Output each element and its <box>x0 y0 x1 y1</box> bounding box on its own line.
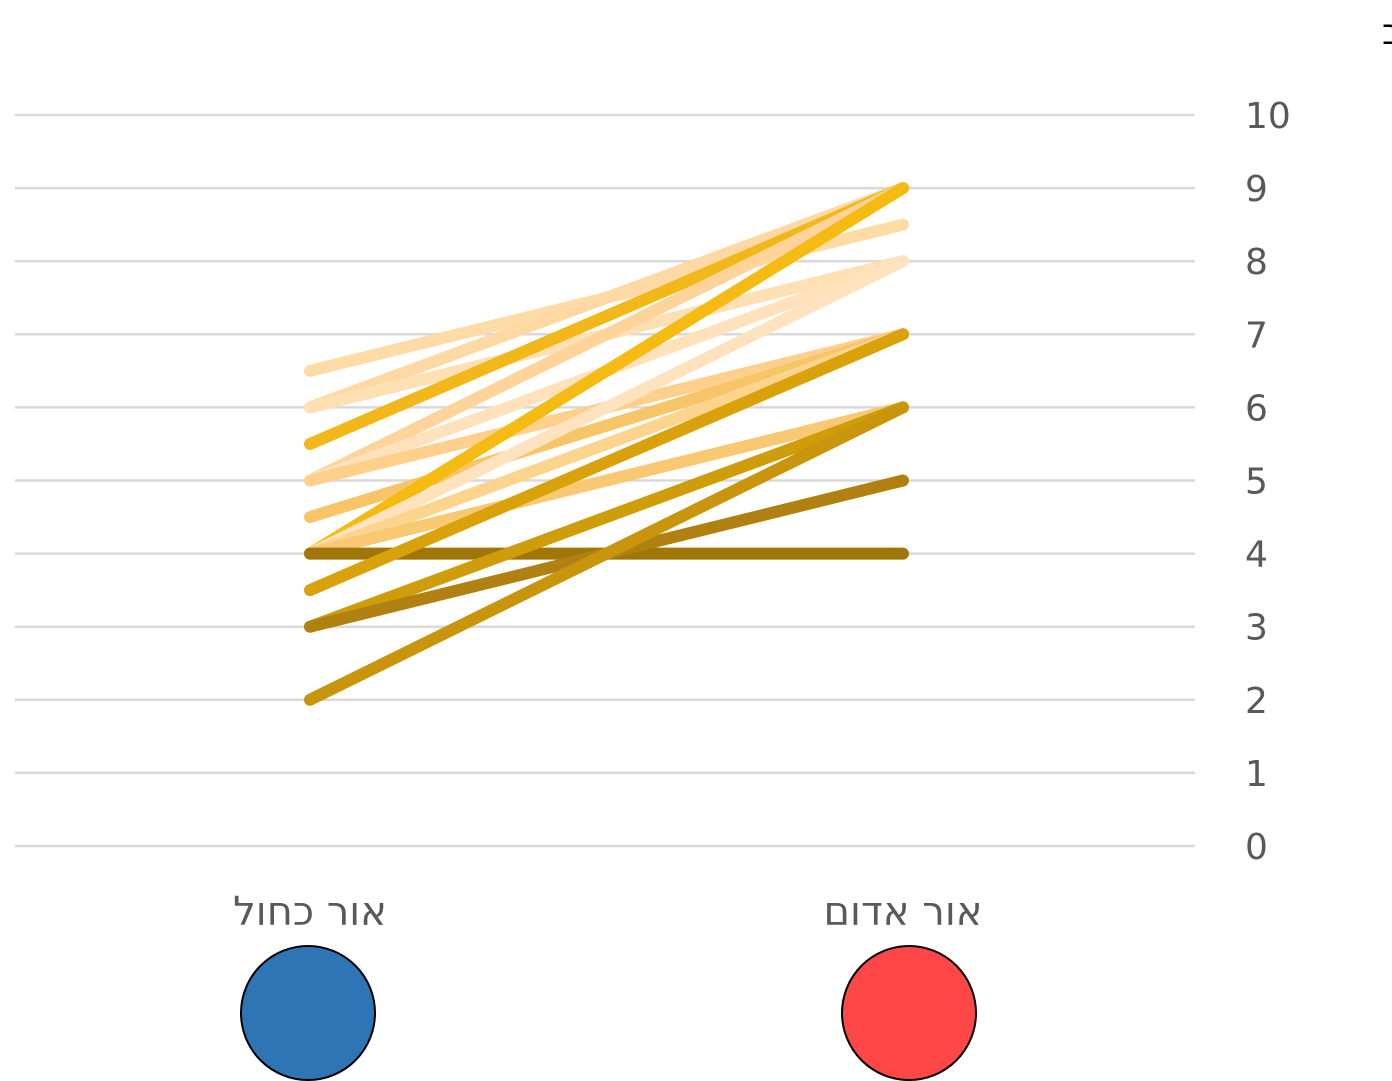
y-tick-label: 7 <box>1245 315 1268 356</box>
y-tick-label: 9 <box>1245 169 1268 210</box>
series-line <box>304 401 909 560</box>
x-tick-labels: אור כחול אור אדום <box>233 889 982 935</box>
series-lines <box>304 182 909 706</box>
y-tick-label: 0 <box>1245 827 1268 868</box>
blue-light-marker <box>240 945 376 1081</box>
series-line <box>304 401 909 706</box>
series-line <box>304 401 909 633</box>
y-tick-label: 4 <box>1245 535 1268 576</box>
red-light-marker <box>841 945 977 1081</box>
y-axis-label: רמת הכאב <box>1382 12 1392 53</box>
y-tick-label: 5 <box>1245 462 1268 503</box>
series-line <box>304 255 909 560</box>
series-line <box>304 328 909 597</box>
y-tick-label: 6 <box>1245 388 1268 429</box>
category-markers <box>240 945 977 1081</box>
y-tick-label: 1 <box>1245 754 1268 795</box>
y-tick-label: 8 <box>1245 242 1268 283</box>
x-tick-label: אור כחול <box>233 889 387 935</box>
y-tick-label: 3 <box>1245 608 1268 649</box>
y-tick-labels: 0 1 2 3 4 5 6 7 8 9 10 <box>1245 96 1291 868</box>
y-tick-label: 2 <box>1245 681 1268 722</box>
y-tick-label: 10 <box>1245 96 1291 137</box>
x-tick-label: אור אדום <box>824 889 983 935</box>
series-line <box>304 182 909 487</box>
series-line <box>304 182 909 560</box>
